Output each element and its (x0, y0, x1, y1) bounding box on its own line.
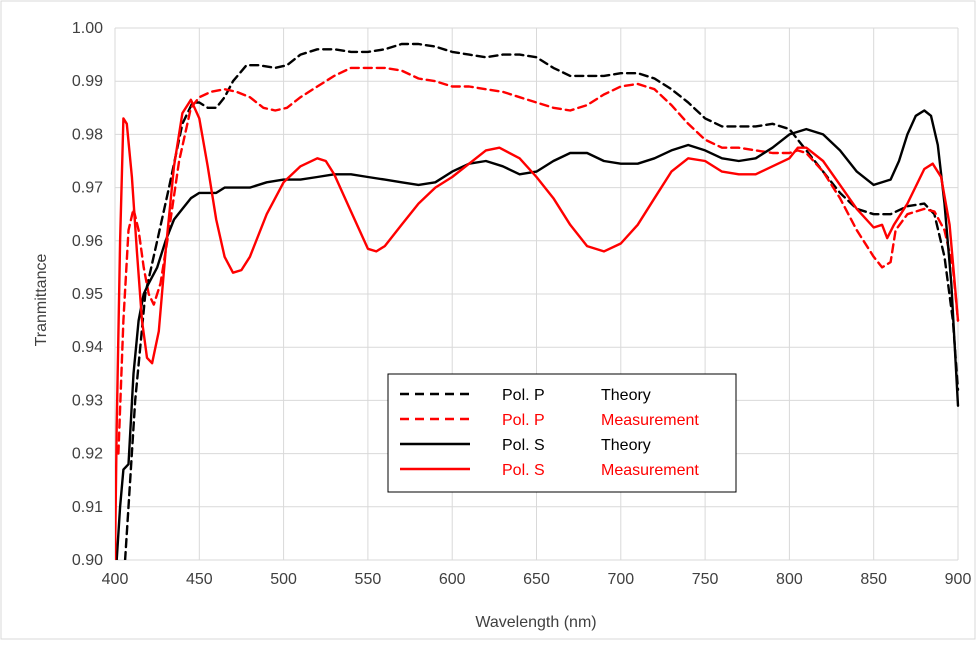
series-line-pol-p-measurement (117, 66, 960, 455)
legend-kind-label: Measurement (601, 412, 699, 429)
legend-kind-label: Measurement (601, 462, 699, 479)
y-tick-label: 0.94 (72, 339, 103, 356)
legend-pol-label: Pol. P (502, 412, 545, 429)
gridlines (114, 27, 959, 561)
y-axis-ticks: 0.90 0.91 0.92 0.93 0.94 0.95 0.96 0.97 0.98 0.99… (72, 20, 103, 569)
series-line-pol-p-theory (123, 42, 960, 560)
series-line-pol-s-measurement (115, 98, 960, 560)
x-tick-label: 700 (607, 571, 634, 588)
x-tick-label: 600 (439, 571, 466, 588)
series-line-pol-s-theory (115, 109, 960, 560)
y-tick-label: 0.98 (72, 126, 103, 143)
y-tick-label: 0.92 (72, 446, 103, 463)
legend-kind-label: Theory (601, 387, 651, 404)
y-tick-label: 0.90 (72, 552, 103, 569)
legend-kind-label: Theory (601, 437, 651, 454)
y-tick-label: 0.91 (72, 499, 103, 516)
y-tick-label: 0.96 (72, 233, 103, 250)
x-tick-label: 850 (860, 571, 887, 588)
x-tick-label: 400 (102, 571, 129, 588)
y-axis-title: Tranmittance (33, 254, 50, 347)
legend-pol-label: Pol. S (502, 437, 545, 454)
x-tick-label: 650 (523, 571, 550, 588)
y-tick-label: 0.97 (72, 180, 103, 197)
x-tick-label: 800 (776, 571, 803, 588)
y-tick-label: 0.99 (72, 73, 103, 90)
series-lines (115, 42, 960, 560)
x-axis-ticks: 400 450 500 550 600 650 700 750 800 850 900 (102, 571, 972, 588)
legend-pol-label: Pol. S (502, 462, 545, 479)
x-tick-label: 550 (355, 571, 382, 588)
legend-pol-label: Pol. P (502, 387, 545, 404)
legend: Pol. P Theory Pol. P Measurement Pol. S Theor… (387, 373, 737, 493)
x-tick-label: 500 (270, 571, 297, 588)
x-axis-title: Wavelength (nm) (475, 614, 596, 631)
x-tick-label: 750 (692, 571, 719, 588)
x-tick-label: 900 (945, 571, 972, 588)
x-tick-label: 450 (186, 571, 213, 588)
y-tick-label: 1.00 (72, 20, 103, 37)
y-tick-label: 0.95 (72, 286, 103, 303)
y-tick-label: 0.93 (72, 392, 103, 409)
